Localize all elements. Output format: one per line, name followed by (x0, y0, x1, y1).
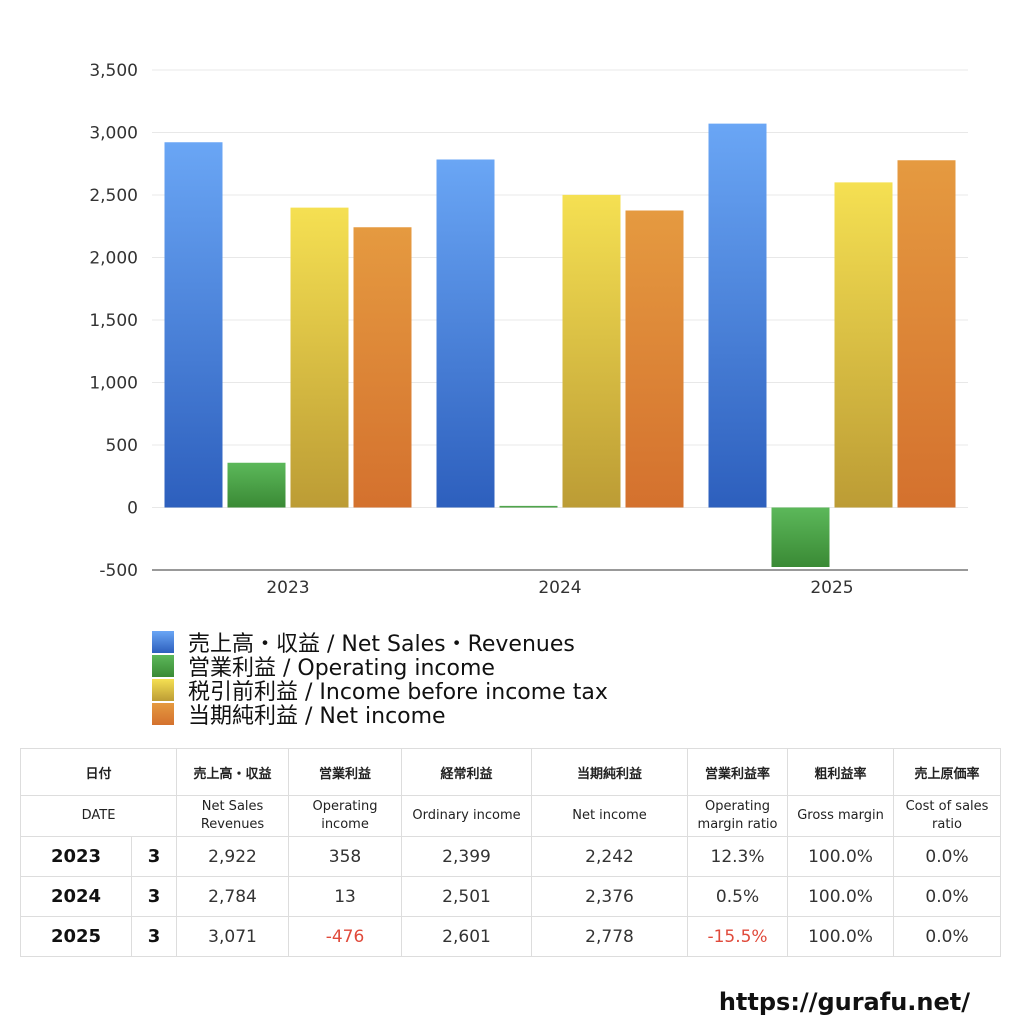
legend-swatch-net-income (152, 703, 174, 725)
y-axis-ticks: 3,500 3,000 2,500 2,000 1,500 1,000 500 0 -500 (89, 61, 138, 581)
cell-year: 2024 (20, 876, 132, 917)
gridlines (152, 69, 968, 508)
bar-2024-s3 (625, 210, 684, 508)
cell-ordinary-income: 2,399 (401, 836, 533, 877)
bar-2025-s3 (897, 160, 956, 508)
legend-label: 営業利益 / Operating income (188, 656, 495, 681)
cell-operating-income: 13 (288, 876, 403, 917)
bar-2025-s0 (708, 123, 767, 508)
cell-year: 2025 (20, 916, 132, 957)
y-tick-label: 3,500 (89, 61, 138, 81)
cell-cost-ratio: 0.0% (893, 916, 1002, 957)
cell-operating-margin: 12.3% (687, 836, 789, 877)
header-operating-margin-jp: 営業利益率 (687, 748, 789, 796)
legend: 売上高・収益 / Net Sales・Revenues 営業利益 / Opera… (152, 630, 608, 729)
cell-cost-ratio: 0.0% (893, 836, 1002, 877)
bar-chart: 3,500 3,000 2,500 2,000 1,500 1,000 500 0 -500 2… (89, 61, 968, 598)
legend-swatch-operating-income (152, 655, 174, 677)
y-tick-label: 1,000 (89, 374, 138, 394)
header-date-en: DATE (19, 795, 178, 837)
header-date-jp: 日付 (19, 748, 178, 796)
cell-net-sales: 2,922 (176, 836, 290, 877)
legend-label: 売上高・収益 / Net Sales・Revenues (188, 632, 575, 657)
site-url[interactable]: https://gurafu.net/ (718, 988, 970, 1016)
cell-gross-margin: 100.0% (787, 836, 895, 877)
bar-2023-s2 (290, 207, 349, 508)
legend-item-operating-income: 営業利益 / Operating income (152, 654, 608, 681)
cell-ordinary-income: 2,501 (401, 876, 533, 917)
cell-month: 3 (130, 916, 178, 957)
x-tick-label: 2025 (810, 578, 853, 598)
cell-ordinary-income: 2,601 (401, 916, 533, 957)
table-row: 2025 3 3,071 -476 2,601 2,778 -15.5% 100… (20, 916, 1002, 957)
header-cost-ratio-jp: 売上原価率 (893, 748, 1002, 796)
y-tick-label: 2,000 (89, 249, 138, 269)
x-tick-label: 2024 (538, 578, 581, 598)
cell-month: 3 (130, 876, 178, 917)
financial-table: 日付 売上高・収益 営業利益 経常利益 当期純利益 営業利益率 粗利益率 売上原… (19, 748, 1002, 957)
y-tick-label: -500 (99, 561, 138, 581)
header-operating-income-jp: 営業利益 (288, 748, 403, 796)
y-tick-label: 1,500 (89, 311, 138, 331)
cell-operating-income: 358 (288, 836, 403, 877)
cell-net-sales: 3,071 (176, 916, 290, 957)
bar-2025-s1 (771, 507, 830, 567)
table-header-jp: 日付 売上高・収益 営業利益 経常利益 当期純利益 営業利益率 粗利益率 売上原… (19, 748, 1002, 796)
x-tick-label: 2023 (266, 578, 309, 598)
legend-swatch-net-sales (152, 631, 174, 653)
header-cost-ratio-en: Cost of sales ratio (893, 795, 1002, 837)
header-ordinary-income-en: Ordinary income (401, 795, 533, 837)
legend-item-income-before-tax: 税引前利益 / Income before income tax (152, 678, 608, 705)
bar-2023-s3 (353, 227, 412, 508)
bars (164, 123, 956, 567)
table-row: 2024 3 2,784 13 2,501 2,376 0.5% 100.0% … (20, 876, 1002, 917)
header-gross-margin-en: Gross margin (787, 795, 895, 837)
bar-2023-s1 (227, 462, 286, 508)
cell-operating-income: -476 (288, 916, 403, 957)
header-net-income-en: Net income (531, 795, 689, 837)
legend-label: 当期純利益 / Net income (188, 704, 446, 729)
y-tick-label: 0 (127, 499, 138, 519)
cell-net-income: 2,376 (531, 876, 689, 917)
cell-net-sales: 2,784 (176, 876, 290, 917)
table-header-en: DATE Net Sales Revenues Operating income… (19, 795, 1002, 837)
bar-2025-s2 (834, 182, 893, 508)
cell-year: 2023 (20, 836, 132, 877)
header-net-income-jp: 当期純利益 (531, 748, 689, 796)
cell-net-income: 2,778 (531, 916, 689, 957)
cell-gross-margin: 100.0% (787, 916, 895, 957)
legend-label: 税引前利益 / Income before income tax (188, 680, 608, 705)
header-operating-income-en: Operating income (288, 795, 403, 837)
cell-cost-ratio: 0.0% (893, 876, 1002, 917)
table-row: 2023 3 2,922 358 2,399 2,242 12.3% 100.0… (20, 836, 1002, 877)
cell-gross-margin: 100.0% (787, 876, 895, 917)
bar-2024-s0 (436, 159, 495, 508)
cell-net-income: 2,242 (531, 836, 689, 877)
y-tick-label: 2,500 (89, 186, 138, 206)
header-net-sales-jp: 売上高・収益 (176, 748, 290, 796)
bar-2024-s2 (562, 194, 621, 508)
y-tick-label: 500 (106, 436, 138, 456)
header-net-sales-en: Net Sales Revenues (176, 795, 290, 837)
legend-item-net-sales: 売上高・収益 / Net Sales・Revenues (152, 630, 608, 657)
bar-2024-s1 (499, 505, 558, 508)
bar-2023-s0 (164, 142, 223, 508)
legend-swatch-income-before-tax (152, 679, 174, 701)
legend-item-net-income: 当期純利益 / Net income (152, 702, 608, 729)
header-ordinary-income-jp: 経常利益 (401, 748, 533, 796)
cell-operating-margin: 0.5% (687, 876, 789, 917)
x-axis-ticks: 2023 2024 2025 (266, 578, 853, 598)
header-operating-margin-en: Operating margin ratio (687, 795, 789, 837)
header-gross-margin-jp: 粗利益率 (787, 748, 895, 796)
y-tick-label: 3,000 (89, 124, 138, 144)
cell-month: 3 (130, 836, 178, 877)
cell-operating-margin: -15.5% (687, 916, 789, 957)
